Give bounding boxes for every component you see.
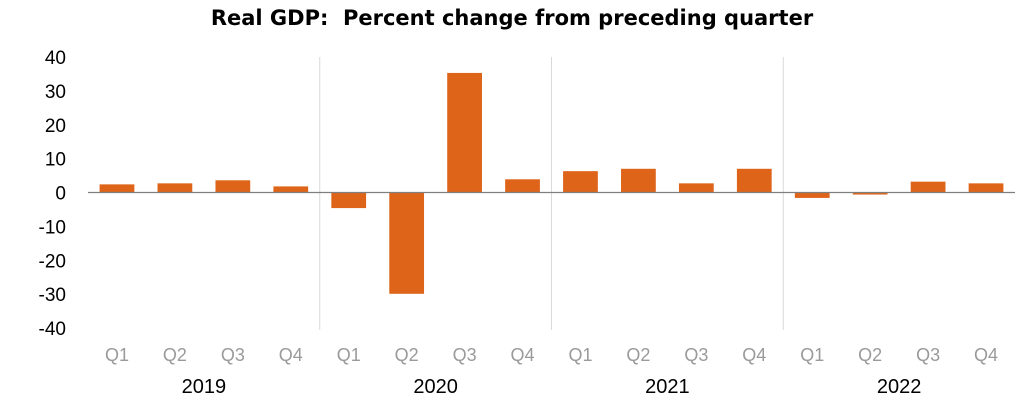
x-tick-label: Q3 [916,345,940,365]
x-tick-label: Q2 [626,345,650,365]
x-tick-label: Q1 [337,345,361,365]
group-label-year: 2020 [413,376,458,398]
x-tick-label: Q3 [684,345,708,365]
y-tick-label: 10 [45,150,66,171]
x-tick-label: Q1 [800,345,824,365]
bar [563,171,598,193]
bar [389,192,425,294]
y-tick-label: 40 [45,48,66,69]
bar [447,72,482,193]
y-tick-label: 30 [45,82,66,103]
x-tick-label: Q2 [163,345,187,365]
y-tick-label: -20 [39,251,66,272]
bar [910,181,946,193]
x-tick-label: Q3 [221,345,245,365]
x-tick-label: Q1 [568,345,592,365]
bar [621,168,656,193]
x-tick-label: Q1 [105,345,129,365]
x-tick-label: Q4 [511,345,535,365]
x-tick-label: Q4 [279,345,303,365]
bar [157,183,193,193]
bar [852,192,888,195]
x-tick-label: Q3 [453,345,477,365]
group-label-year: 2022 [877,376,922,398]
bar [678,183,714,193]
y-tick-label: -40 [39,319,66,340]
group-label-year: 2019 [182,376,227,398]
y-tick-label: -30 [39,285,66,306]
bar [99,184,135,193]
bar [968,183,1004,193]
chart-title: Real GDP: Percent change from preceding … [210,6,814,30]
x-tick-label: Q2 [395,345,419,365]
bar [736,168,772,193]
y-tick-label: 0 [55,184,66,205]
x-tick-label: Q4 [742,345,766,365]
bar [215,180,251,193]
bar [331,192,367,209]
x-tick-label: Q4 [974,345,998,365]
bar [273,186,309,193]
x-tick-label: Q2 [858,345,882,365]
bar [794,192,830,198]
y-tick-label: 20 [45,116,66,137]
group-label-year: 2021 [645,376,690,398]
y-tick-label: -10 [39,217,66,238]
bar [505,179,540,193]
